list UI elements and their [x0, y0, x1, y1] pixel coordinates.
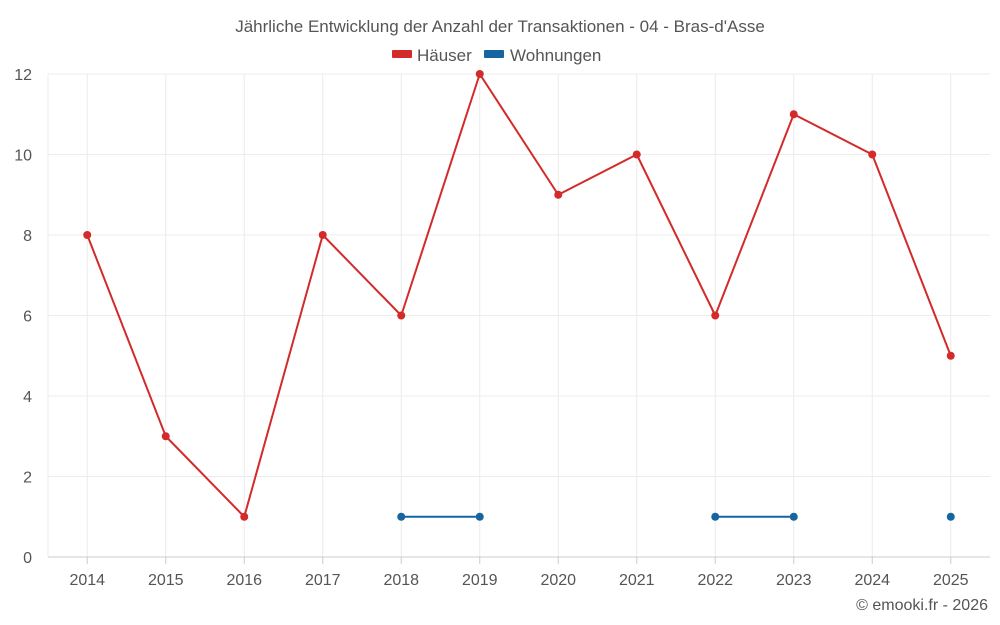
x-tick-label: 2020	[540, 572, 576, 589]
data-point-haeuser[interactable]	[475, 70, 484, 78]
x-tick-label: 2015	[148, 572, 184, 589]
x-tick-label: 2019	[462, 572, 498, 589]
data-point-haeuser[interactable]	[318, 231, 327, 239]
y-tick-label: 8	[23, 228, 32, 245]
legend-swatch-wohnungen	[484, 50, 504, 58]
series-line-haeuser	[86, 73, 952, 518]
x-tick-label: 2018	[383, 572, 419, 589]
x-tick-label: 2024	[854, 572, 890, 589]
data-point-wohnungen[interactable]	[397, 512, 406, 521]
x-tick-label: 2021	[619, 572, 655, 589]
x-tick-label: 2016	[226, 572, 262, 589]
data-point-haeuser[interactable]	[946, 351, 955, 360]
x-axis-ticks: 2014 2015 2016 2017 2018 2019 2020 2021 2022 2023…	[69, 572, 968, 589]
y-tick-label: 6	[23, 309, 32, 326]
data-point-haeuser[interactable]	[868, 150, 877, 159]
legend-swatch-haeuser	[392, 50, 412, 58]
data-point-haeuser[interactable]	[240, 512, 249, 521]
y-tick-label: 0	[23, 550, 32, 567]
data-point-haeuser[interactable]	[83, 231, 92, 239]
x-tick-label: 2023	[776, 572, 812, 589]
chart-title: Jährliche Entwicklung der Anzahl der Tra…	[235, 17, 765, 36]
legend-label-wohnungen: Wohnungen	[510, 46, 601, 65]
y-tick-label: 10	[14, 148, 32, 165]
legend-item-wohnungen[interactable]: Wohnungen	[484, 46, 601, 65]
credit-text: © emooki.fr - 2026	[856, 597, 988, 614]
data-point-haeuser[interactable]	[632, 150, 641, 159]
data-point-wohnungen[interactable]	[475, 512, 484, 521]
y-tick-label: 12	[14, 67, 32, 84]
legend-item-haeuser[interactable]: Häuser	[392, 46, 472, 65]
series	[83, 70, 955, 521]
y-tick-label: 4	[23, 389, 32, 406]
legend-label-haeuser: Häuser	[417, 46, 472, 65]
data-point-haeuser[interactable]	[161, 432, 170, 441]
x-tick-label: 2022	[697, 572, 733, 589]
x-tick-label: 2025	[933, 572, 969, 589]
data-point-wohnungen[interactable]	[711, 512, 720, 521]
y-axis-ticks: 0 2 4 6 8 10 12	[14, 67, 32, 567]
data-point-haeuser[interactable]	[397, 311, 406, 320]
y-tick-label: 2	[23, 470, 32, 487]
data-point-haeuser[interactable]	[789, 110, 798, 119]
legend: Häuser Wohnungen	[392, 46, 601, 65]
data-point-wohnungen[interactable]	[789, 512, 798, 521]
grid	[47, 73, 990, 564]
data-point-haeuser[interactable]	[711, 311, 720, 320]
x-tick-label: 2014	[69, 572, 105, 589]
data-point-wohnungen[interactable]	[946, 512, 955, 521]
x-tick-label: 2017	[305, 572, 341, 589]
data-point-haeuser[interactable]	[554, 190, 563, 199]
